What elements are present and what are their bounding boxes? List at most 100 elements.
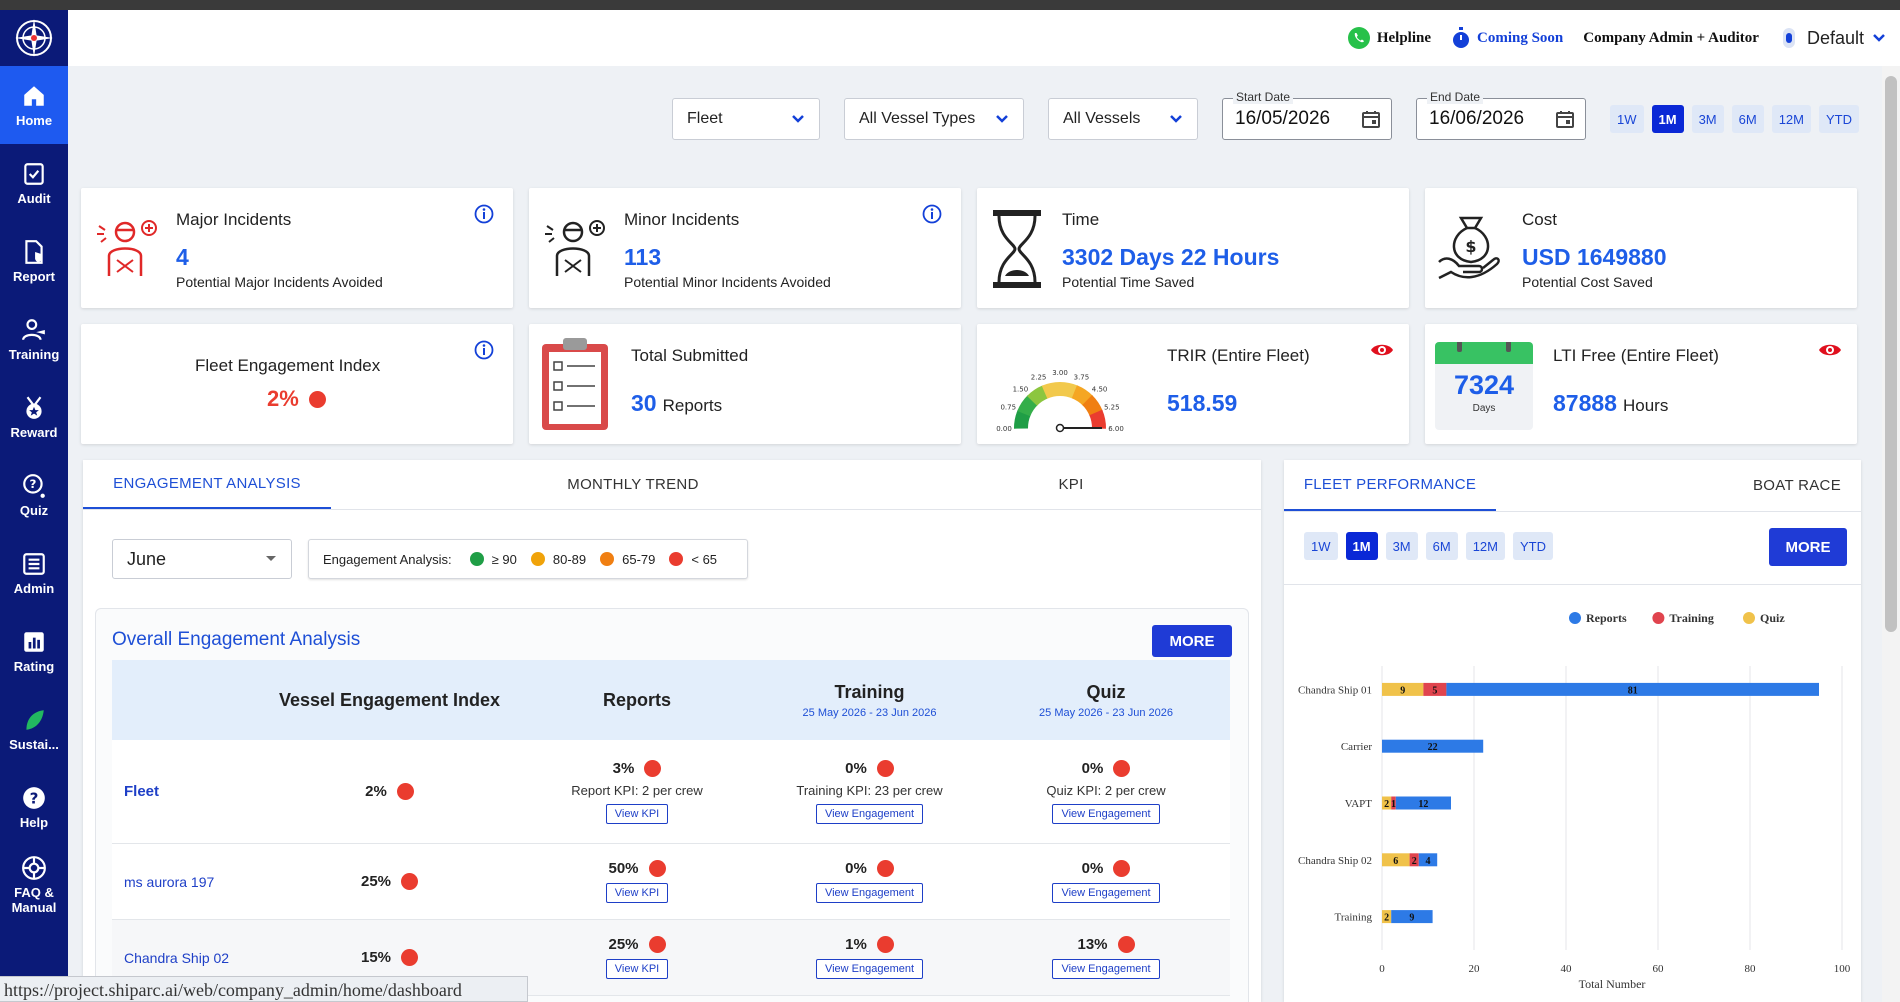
info-icon[interactable] (474, 204, 494, 224)
chart-bar-quiz[interactable] (1382, 682, 1424, 696)
sidebar-item-faq-manual[interactable]: FAQ & Manual (0, 846, 68, 924)
legend-amber-label: 80-89 (552, 551, 587, 567)
quiz-icon: ? (23, 473, 45, 498)
chart-legend-label[interactable]: Training (1669, 611, 1713, 625)
period-ytd-button[interactable]: YTD (1818, 105, 1859, 133)
sidebar-item-rating[interactable]: Rating (0, 612, 68, 690)
chart-bar-training[interactable] (1423, 682, 1447, 696)
view-kpi-button[interactable]: View KPI (605, 959, 669, 979)
major-incidents-card: Major Incidents 4 Potential Major Incide… (81, 188, 513, 308)
period-3m-button[interactable]: 3M (1691, 105, 1724, 133)
chart-bar-quiz[interactable] (1382, 853, 1410, 867)
fleet-period-1w-button[interactable]: 1W (1304, 532, 1338, 560)
chart-bar-quiz[interactable] (1382, 796, 1392, 810)
sidebar-item-quiz[interactable]: ? Quiz (0, 456, 68, 534)
chart-bar-reports[interactable] (1446, 682, 1819, 696)
fleet-period-6m-button[interactable]: 6M (1425, 532, 1458, 560)
month-select[interactable]: June (112, 539, 292, 579)
chart-bar-reports[interactable] (1418, 853, 1438, 867)
sidebar-item-report[interactable]: Report (0, 222, 68, 300)
period-6m-button[interactable]: 6M (1731, 105, 1764, 133)
chart-data-label: 6 (1393, 856, 1398, 867)
fleet-period-1m-button[interactable]: 1M (1345, 532, 1378, 560)
view-engagement-button[interactable]: View Engagement (815, 959, 924, 979)
row-name[interactable]: Fleet (124, 783, 160, 800)
sidebar-item-audit[interactable]: Audit (0, 144, 68, 222)
fei-value-wrap: 2% (267, 386, 326, 412)
fleet-more-button[interactable]: MORE (1769, 528, 1847, 566)
fleet-period-ytd-button[interactable]: YTD (1512, 532, 1553, 560)
vessel-type-select[interactable]: All Vessel Types (844, 98, 1024, 140)
view-kpi-button[interactable]: View KPI (605, 883, 669, 903)
chart-legend-dot (1569, 612, 1581, 624)
report-icon (25, 239, 43, 264)
chart-data-label: 2 (1384, 799, 1389, 810)
minor-incidents-subtitle: Potential Minor Incidents Avoided (624, 274, 831, 290)
sidebar: Home Audit Report Training Reward ? Quiz… (0, 10, 68, 1002)
fleet-select[interactable]: Fleet (672, 98, 820, 140)
view-engagement-button[interactable]: View Engagement (1052, 883, 1160, 903)
info-icon[interactable] (474, 340, 494, 360)
profile-menu[interactable]: Default (1779, 26, 1886, 50)
view-engagement-button[interactable]: View Engagement (1052, 959, 1160, 979)
end-date-field[interactable]: End Date 16/06/2026 (1416, 90, 1586, 140)
filter-bar: Fleet All Vessel Types All Vessels Start… (672, 90, 1859, 140)
chart-bar-reports[interactable] (1391, 910, 1433, 924)
period-12m-button[interactable]: 12M (1771, 105, 1811, 133)
fleet-performance-panel: FLEET PERFORMANCE BOAT RACE 1W 1M 3M 6M … (1284, 460, 1861, 1002)
page-scrollbar-thumb[interactable] (1885, 76, 1897, 632)
period-1m-button[interactable]: 1M (1651, 105, 1684, 133)
start-date-field[interactable]: Start Date 16/05/2026 (1222, 90, 1392, 140)
money-bag-hand-icon: $ (1438, 216, 1500, 280)
tab-boat-race[interactable]: BOAT RACE (1753, 477, 1841, 494)
view-engagement-button[interactable]: View Engagement (815, 883, 924, 903)
legend-dot-orange (600, 552, 615, 566)
sidebar-item-help[interactable]: ? Help (0, 768, 68, 846)
tab-kpi[interactable]: KPI (1058, 476, 1084, 493)
helpline-link[interactable]: Helpline (1347, 26, 1431, 50)
chart-legend-label[interactable]: Reports (1586, 611, 1627, 625)
compass-logo[interactable] (0, 10, 68, 66)
caret-down-icon (266, 556, 276, 561)
total-submitted-title: Total Submitted (631, 346, 749, 365)
coming-soon-link[interactable]: Coming Soon (1451, 27, 1563, 49)
sidebar-item-home[interactable]: Home (0, 66, 68, 144)
chart-bar-reports[interactable] (1395, 796, 1451, 810)
info-icon[interactable] (922, 204, 942, 224)
eye-icon[interactable] (1370, 342, 1394, 358)
sidebar-item-reward[interactable]: Reward (0, 378, 68, 456)
chart-bar-training[interactable] (1391, 796, 1396, 810)
gauge-tick-label: 0.00 (996, 425, 1012, 433)
row-reports: 3% (612, 759, 635, 777)
chart-legend-label[interactable]: Quiz (1760, 611, 1785, 625)
chart-bar-training[interactable] (1409, 853, 1419, 867)
chart-bar-reports[interactable] (1382, 739, 1484, 753)
time-card: Time 3302 Days 22 Hours Potential Time S… (977, 188, 1409, 308)
view-engagement-button[interactable]: View Engagement (1052, 803, 1160, 824)
sidebar-item-training[interactable]: Training (0, 300, 68, 378)
view-kpi-button[interactable]: View KPI (605, 803, 669, 824)
calendar-icon[interactable] (1555, 109, 1575, 129)
fleet-period-3m-button[interactable]: 3M (1385, 532, 1418, 560)
rating-icon (24, 631, 44, 652)
row-name[interactable]: Chandra Ship 02 (124, 949, 230, 966)
tab-engagement-analysis[interactable]: ENGAGEMENT ANALYSIS (83, 460, 331, 509)
sidebar-item-admin[interactable]: Admin (0, 534, 68, 612)
legend-dot-green (469, 552, 484, 566)
fei-title: Fleet Engagement Index (195, 356, 381, 375)
fleet-period-12m-button[interactable]: 12M (1465, 532, 1505, 560)
chart-x-axis-label: Total Number (1579, 977, 1646, 991)
vessel-select[interactable]: All Vessels (1048, 98, 1198, 140)
row-vei: 25% (360, 873, 392, 890)
tab-monthly-trend[interactable]: MONTHLY TREND (567, 476, 699, 493)
calendar-icon[interactable] (1361, 109, 1381, 129)
period-1w-button[interactable]: 1W (1610, 105, 1644, 133)
view-engagement-button[interactable]: View Engagement (815, 803, 924, 824)
engagement-more-button[interactable]: MORE (1152, 625, 1232, 657)
eye-icon[interactable] (1818, 342, 1842, 358)
legend-green-label: ≥ 90 (491, 551, 517, 567)
row-name[interactable]: ms aurora 197 (124, 873, 215, 890)
tab-fleet-performance[interactable]: FLEET PERFORMANCE (1284, 460, 1496, 511)
sidebar-item-sustainability[interactable]: Sustai... (0, 690, 68, 768)
chart-bar-quiz[interactable] (1382, 910, 1392, 924)
